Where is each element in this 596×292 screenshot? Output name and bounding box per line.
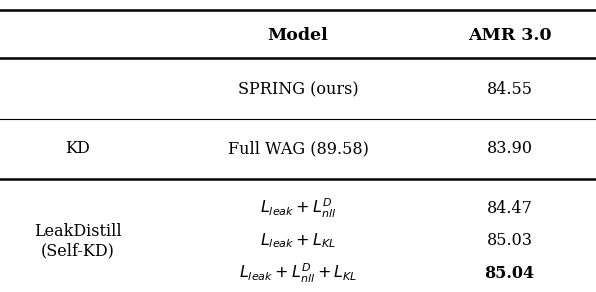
Text: 85.04: 85.04 (485, 265, 535, 282)
Text: $\mathit{L}_{leak} + \mathit{L}^{D}_{nll}$: $\mathit{L}_{leak} + \mathit{L}^{D}_{nll… (260, 197, 336, 220)
Text: 83.90: 83.90 (486, 140, 533, 157)
Text: Full WAG (89.58): Full WAG (89.58) (228, 140, 368, 157)
Text: AMR 3.0: AMR 3.0 (468, 27, 551, 44)
Text: Model: Model (268, 27, 328, 44)
Text: KD: KD (65, 140, 90, 157)
Text: (Self-KD): (Self-KD) (41, 242, 114, 259)
Text: 85.03: 85.03 (486, 232, 533, 249)
Text: $\mathit{L}_{leak} + \mathit{L}_{KL}$: $\mathit{L}_{leak} + \mathit{L}_{KL}$ (260, 232, 336, 250)
Text: 84.47: 84.47 (487, 200, 532, 217)
Text: SPRING (ours): SPRING (ours) (238, 81, 358, 98)
Text: $\mathit{L}_{leak} + \mathit{L}^{D}_{nll} + \mathit{L}_{KL}$: $\mathit{L}_{leak} + \mathit{L}^{D}_{nll… (239, 262, 357, 285)
Text: LeakDistill: LeakDistill (33, 223, 122, 240)
Text: 84.55: 84.55 (486, 81, 533, 98)
